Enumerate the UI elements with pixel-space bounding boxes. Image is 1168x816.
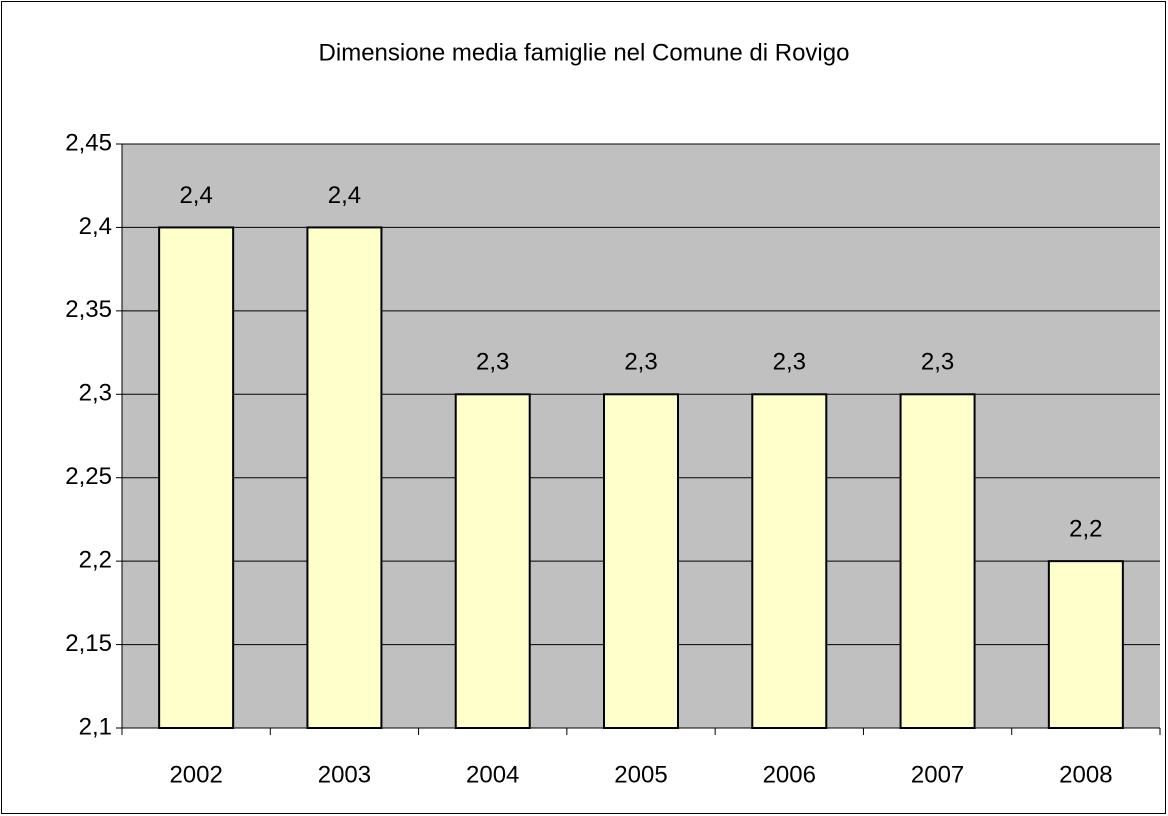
- x-tick-label: 2004: [466, 761, 519, 788]
- bar: [306, 226, 383, 730]
- bar: [1047, 560, 1124, 730]
- bar: [454, 393, 531, 729]
- y-tick-label: 2,35: [65, 296, 112, 323]
- bar: [751, 393, 828, 729]
- y-tick-label: 2,4: [79, 213, 112, 240]
- y-tick-label: 2,1: [79, 713, 112, 740]
- y-tick-label: 2,15: [65, 630, 112, 657]
- y-tick-label: 2,45: [65, 129, 112, 156]
- x-tick-label: 2007: [911, 761, 964, 788]
- x-tick-label: 2003: [318, 761, 371, 788]
- x-tick-label: 2008: [1059, 761, 1112, 788]
- bar: [603, 393, 679, 729]
- y-tick-label: 2,2: [79, 546, 112, 573]
- data-label: 2,3: [476, 349, 509, 376]
- data-label: 2,2: [1069, 515, 1102, 542]
- data-label: 2,4: [328, 182, 361, 209]
- bar: [899, 393, 976, 729]
- chart-title: Dimensione media famiglie nel Comune di …: [319, 39, 850, 66]
- x-tick-label: 2005: [614, 761, 667, 788]
- data-label: 2,3: [773, 349, 806, 376]
- data-label: 2,3: [624, 349, 657, 376]
- data-label: 2,4: [179, 182, 212, 209]
- bar: [158, 226, 235, 730]
- x-tick-label: 2006: [763, 761, 816, 788]
- y-tick-label: 2,25: [65, 463, 112, 490]
- y-tick-label: 2,3: [79, 380, 112, 407]
- x-tick-label: 2002: [169, 761, 222, 788]
- data-label: 2,3: [921, 349, 954, 376]
